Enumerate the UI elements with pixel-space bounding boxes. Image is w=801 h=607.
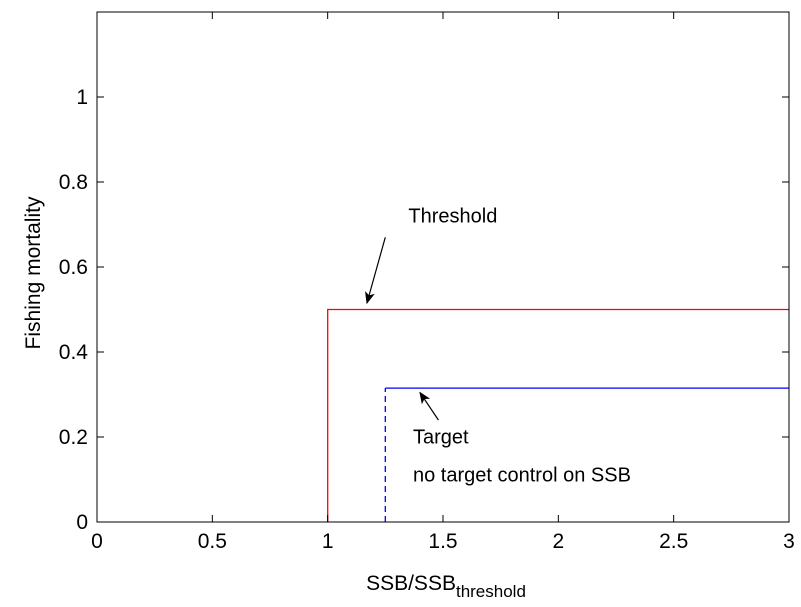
y-tick-label: 0.6 — [59, 256, 88, 279]
y-axis-label: Fishing mortality — [22, 196, 45, 349]
x-tick-label: 3 — [783, 530, 795, 553]
y-tick-label: 0.2 — [59, 426, 88, 449]
series-line-threshold — [327, 308, 789, 522]
y-tick-label: 0.8 — [59, 171, 88, 194]
y-tick-label: 0.4 — [59, 341, 89, 364]
x-tick-label: 1.5 — [428, 530, 457, 553]
annotation-text: Threshold — [408, 205, 497, 227]
annotation-arrow — [365, 237, 386, 305]
x-tick-label: 2 — [552, 530, 564, 553]
annotation-text: Target — [413, 426, 469, 448]
x-tick-label: 2.5 — [659, 530, 688, 553]
x-axis-label: SSB/SSBthreshold — [366, 572, 526, 601]
y-tick-label: 0 — [76, 511, 88, 534]
y-tick-label: 1 — [76, 86, 88, 109]
axes-layer: 0 0.5 1 1.5 2 2.5 3 0 0.2 0.4 0.6 0.8 1 — [59, 11, 795, 553]
annotation-text: no target control on SSB — [413, 465, 631, 487]
x-axis-label-sub: threshold — [456, 582, 526, 601]
series-layer — [327, 308, 789, 522]
annotation-layer: Threshold Target no target control on SSB — [365, 205, 631, 487]
x-tick-label: 0 — [91, 530, 103, 553]
annotation-arrow — [419, 391, 439, 421]
x-tick-label: 1 — [322, 530, 334, 553]
x-axis-label-main: SSB/SSB — [366, 572, 456, 595]
x-tick-label: 0.5 — [198, 530, 227, 553]
